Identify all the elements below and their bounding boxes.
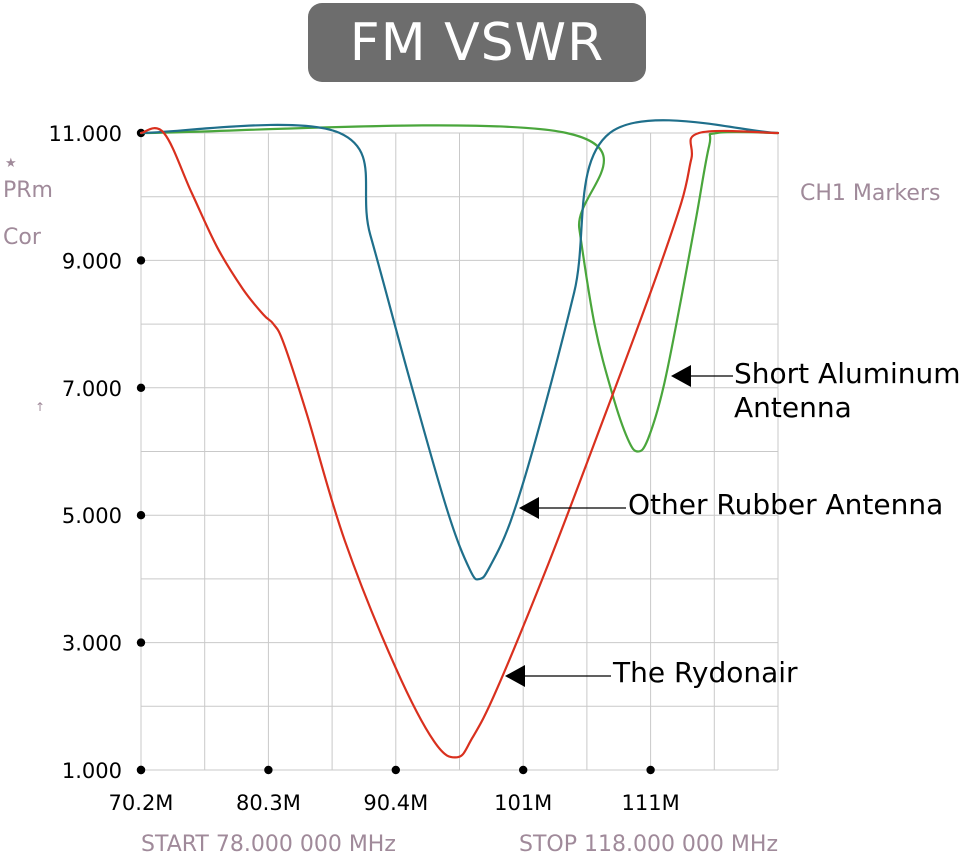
y-tick-dot (136, 511, 146, 520)
x-tick-label: 70.2M (109, 791, 174, 815)
series-line-rydonair (139, 127, 780, 759)
x-tick-dot (646, 765, 655, 775)
annotation-label-rydonair: The Rydonair (612, 656, 798, 689)
ch1-markers-label: CH1 Markers (800, 181, 941, 206)
start-frequency-label: START 78.000 000 MHz (141, 832, 396, 856)
x-tick-label: 80.3M (236, 791, 301, 815)
chart-title-badge: FM VSWR (308, 3, 646, 82)
y-tick-label: 1.000 (62, 759, 122, 783)
left-label-cor: Cor (3, 225, 41, 250)
series-line-other-rubber (139, 119, 780, 581)
series-line-short-aluminum (139, 124, 780, 453)
annotation-arrow-other-rubber (519, 497, 539, 519)
y-tick-label: 9.000 (62, 249, 122, 273)
y-tick-label: 5.000 (62, 504, 122, 528)
y-tick-label: 3.000 (62, 632, 122, 656)
x-tick-dot (136, 765, 146, 775)
y-tick-label: 7.000 (62, 377, 122, 401)
chart-title: FM VSWR (349, 12, 605, 73)
y-tick-dot (136, 383, 146, 392)
annotation-label-other-rubber: Other Rubber Antenna (628, 488, 943, 521)
x-tick-label: 101M (494, 791, 552, 815)
annotation-arrow-rydonair (505, 665, 525, 687)
x-tick-dot (391, 765, 400, 775)
annotation-label-short-aluminum: Short Aluminum (734, 357, 961, 390)
y-tick-dot (136, 256, 146, 265)
reference-marker-icon: ★ (5, 156, 17, 171)
x-tick-dot (519, 765, 528, 775)
annotation-label-short-aluminum: Antenna (734, 391, 852, 424)
y-tick-dot (136, 638, 146, 647)
stop-frequency-label: STOP 118.000 000 MHz (519, 832, 778, 856)
annotation-arrow-short-aluminum (671, 365, 691, 387)
x-tick-label: 111M (621, 791, 679, 815)
x-tick-dot (264, 765, 273, 775)
left-label-prm: PRm (3, 178, 53, 203)
y-tick-label: 11.000 (49, 122, 122, 146)
x-tick-label: 90.4M (363, 791, 428, 815)
up-arrow-icon: ↑ (35, 400, 46, 414)
